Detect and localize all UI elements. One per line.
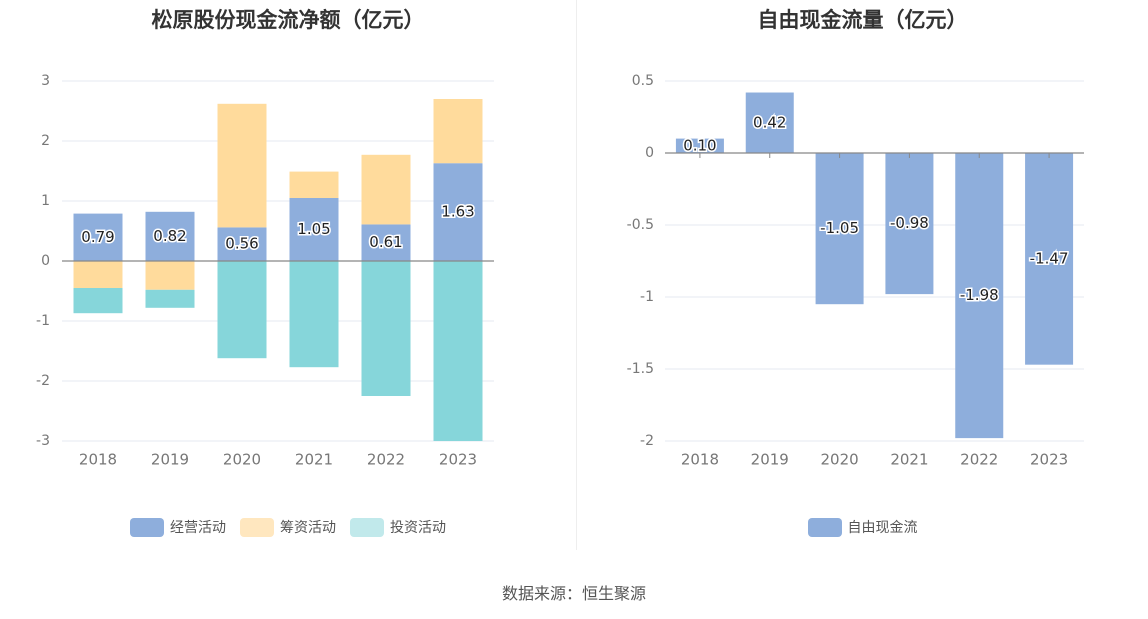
bar-segment-1 (361, 154, 411, 225)
y-tick-label: -1.5 (627, 361, 654, 377)
legend-swatch-investing (350, 517, 384, 537)
bar-segment-0 (73, 213, 123, 261)
legend-item-investing[interactable]: 投资活动 (350, 517, 446, 537)
y-tick-label: -2 (36, 373, 50, 389)
legend-item-financing[interactable]: 筹资活动 (240, 517, 336, 537)
x-tick-label: 2023 (1030, 451, 1068, 469)
bar (675, 138, 724, 153)
data-label: 0.56 (225, 235, 258, 253)
x-tick-label: 2018 (681, 451, 719, 469)
bar-segment-0 (145, 211, 195, 261)
legend-label: 筹资活动 (280, 520, 336, 536)
bar (745, 92, 794, 153)
y-tick-label: 0.5 (632, 73, 654, 89)
data-source-note: 数据来源：恒生聚源 (501, 584, 646, 603)
data-label: 1.63 (441, 203, 474, 221)
chart-legend: 经营活动 筹资活动 投资活动 (0, 517, 576, 537)
y-tick-label: 0 (645, 145, 654, 161)
bar-segment-2 (217, 261, 267, 359)
chart-legend: 自由现金流 (577, 517, 1148, 537)
x-tick-label: 2019 (751, 451, 789, 469)
chart-panel-cashflow: 松原股份现金流净额（亿元） 3 2 1 0 -1 -2 -3 0.79 2018 0.82 2019… (0, 0, 576, 550)
legend-label: 投资活动 (390, 520, 446, 536)
data-label: 0.79 (81, 228, 114, 246)
data-label: -0.98 (890, 214, 929, 232)
bar-segment-2 (145, 289, 195, 308)
x-tick-label: 2020 (223, 451, 261, 469)
bar-segment-0 (361, 224, 411, 261)
data-label: -1.47 (1030, 249, 1069, 267)
legend-item-fcf[interactable]: 自由现金流 (807, 517, 918, 537)
legend-swatch-financing (240, 517, 274, 537)
bar-segment-0 (289, 198, 339, 261)
y-tick-label: -0.5 (627, 217, 654, 233)
y-tick-label: -3 (36, 433, 50, 449)
y-tick-label: 2 (41, 133, 50, 149)
bar-segment-1 (289, 171, 339, 198)
bar (955, 153, 1004, 439)
legend-label: 自由现金流 (847, 520, 918, 536)
data-label: 0.82 (153, 227, 186, 245)
data-label: -1.98 (960, 286, 999, 304)
cashflow-chart-svg: 3 2 1 0 -1 -2 -3 0.79 2018 0.82 2019 0.56 2020 1.05 20… (36, 73, 494, 469)
x-tick-label: 2020 (820, 451, 858, 469)
chart-panel-fcf: 自由现金流量（亿元） 0.5 0 -0.5 -1 -1.5 -2 0.10 2018 0.42 2… (577, 0, 1148, 550)
bar-segment-2 (433, 261, 483, 441)
data-label: -1.05 (820, 219, 859, 237)
x-tick-label: 2021 (890, 451, 928, 469)
chart-title: 松原股份现金流净额（亿元） (151, 8, 425, 32)
x-tick-label: 2019 (151, 451, 189, 469)
y-tick-label: 0 (41, 253, 50, 269)
bar (885, 153, 934, 295)
data-label: 1.05 (297, 220, 330, 238)
y-tick-label: -1 (36, 313, 50, 329)
bar-segment-2 (289, 261, 339, 368)
x-tick-label: 2023 (439, 451, 477, 469)
y-tick-label: 3 (41, 73, 50, 89)
bar (815, 153, 864, 305)
bar-segment-2 (361, 261, 411, 396)
bar-segment-1 (73, 261, 123, 288)
fcf-chart-svg: 0.5 0 -0.5 -1 -1.5 -2 0.10 2018 0.42 2019 -1.05 202… (627, 73, 1084, 469)
data-label: 0.61 (369, 233, 402, 251)
x-tick-label: 2022 (367, 451, 405, 469)
legend-item-operating[interactable]: 经营活动 (130, 517, 226, 537)
bar-segment-0 (433, 163, 483, 261)
data-label: 0.10 (683, 136, 716, 154)
bar-segment-1 (217, 103, 267, 228)
x-tick-label: 2018 (79, 451, 117, 469)
panel-divider (576, 0, 577, 550)
chart-title: 自由现金流量（亿元） (757, 8, 968, 32)
bar-segment-0 (217, 227, 267, 261)
legend-swatch-fcf (807, 517, 842, 537)
y-tick-label: -2 (640, 433, 654, 449)
legend-label: 经营活动 (170, 520, 226, 536)
bar-segment-1 (145, 261, 195, 290)
x-tick-label: 2021 (295, 451, 333, 469)
y-tick-label: 1 (41, 193, 50, 209)
bar-segment-1 (433, 99, 483, 164)
y-tick-label: -1 (640, 289, 654, 305)
bar (1025, 153, 1074, 365)
data-label: 0.42 (753, 113, 786, 131)
x-tick-label: 2022 (960, 451, 998, 469)
bar-segment-2 (73, 288, 123, 314)
legend-swatch-operating (130, 517, 164, 537)
